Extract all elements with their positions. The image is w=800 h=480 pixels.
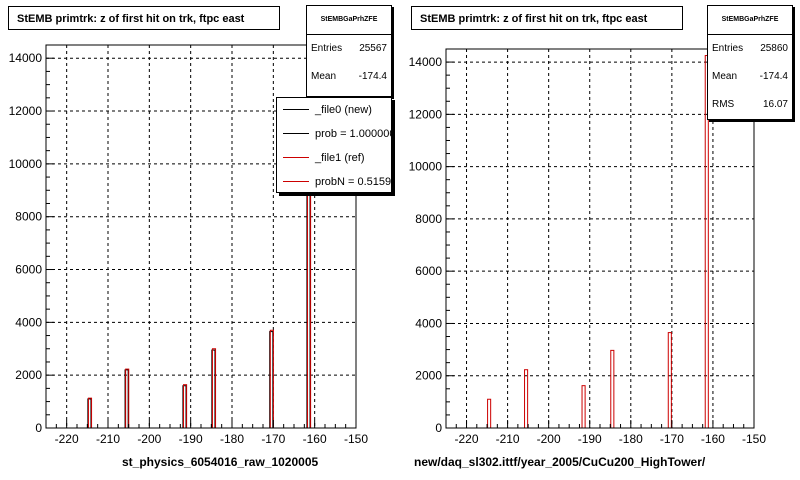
- right-stats-row-entries: Entries 25860: [708, 35, 792, 63]
- x-tick-label: -220: [455, 432, 479, 446]
- right-dataset-label: new/daq_sl302.ittf/year_2005/CuCu200_Hig…: [414, 455, 706, 469]
- y-tick-label: 4000: [15, 315, 42, 329]
- histogram-bar: [524, 369, 529, 429]
- legend-line-red: [283, 157, 309, 158]
- legend-label: _file1 (ref): [315, 152, 365, 164]
- x-tick-label: -210: [96, 432, 120, 446]
- legend-entry-probn: probN = 0.515970: [277, 170, 392, 192]
- right-histogram-pad: -220 -210 -200 -190 -180 -170 -160 -150 0 2000 400…: [400, 0, 800, 480]
- legend-label: prob = 1.000000: [315, 128, 392, 140]
- stats-value: -174.4: [759, 71, 788, 82]
- stats-value: -174.4: [358, 71, 387, 82]
- y-tick-label: 0: [435, 421, 442, 435]
- y-tick-label: 2000: [415, 369, 442, 383]
- right-stats-row-mean: Mean -174.4: [708, 63, 792, 91]
- stats-value: 16.07: [762, 99, 788, 110]
- right-stats-name: StEMBGaPrhZFE: [708, 6, 792, 35]
- histogram-bar: [269, 329, 274, 429]
- stats-label: Mean: [712, 71, 738, 82]
- stats-value: 25567: [359, 43, 387, 54]
- legend-line-red: [283, 181, 309, 182]
- stats-label: Entries: [712, 43, 744, 54]
- x-tick-label: -180: [619, 432, 643, 446]
- y-tick-label: 10000: [9, 157, 43, 171]
- x-tick-label: -150: [344, 432, 368, 446]
- x-tick-label: -180: [220, 432, 244, 446]
- x-tick-label: -170: [660, 432, 684, 446]
- histogram-bar: [581, 385, 586, 429]
- x-tick-label: -160: [303, 432, 327, 446]
- x-tick-label: -200: [137, 432, 161, 446]
- histogram-bar: [125, 368, 130, 429]
- y-tick-label: 10000: [409, 160, 443, 174]
- x-tick-label: -150: [742, 432, 766, 446]
- legend-line-black: [283, 133, 309, 134]
- histogram-bar: [87, 397, 93, 429]
- legend-entry-file0: _file0 (new): [277, 98, 391, 122]
- histogram-bar: [667, 332, 672, 429]
- y-tick-label: 6000: [415, 264, 442, 278]
- legend-entry-file1: _file1 (ref): [277, 146, 391, 170]
- right-stats-box: StEMBGaPrhZFE Entries 25860 Mean -174.4 …: [707, 5, 793, 120]
- left-dataset-label: st_physics_6054016_raw_1020005: [122, 455, 319, 469]
- y-tick-label: 12000: [409, 107, 443, 121]
- y-tick-label: 14000: [409, 55, 443, 69]
- legend-entry-prob: prob = 1.000000: [277, 122, 391, 146]
- x-tick-label: -190: [179, 432, 203, 446]
- left-plot-title: StEMB primtrk: z of first hit on trk, ft…: [8, 6, 280, 30]
- stats-label: RMS: [712, 99, 735, 110]
- left-stats-box: StEMBGaPrhZFE Entries 25567 Mean -174.4: [306, 5, 392, 97]
- right-histogram-plot: -220 -210 -200 -190 -180 -170 -160 -150 0 2000 400…: [409, 48, 766, 446]
- stats-value: 25860: [760, 43, 788, 54]
- x-tick-label: -210: [496, 432, 520, 446]
- y-tick-label: 6000: [15, 263, 42, 277]
- stats-label: Entries: [311, 43, 343, 54]
- legend-label: _file0 (new): [315, 104, 372, 116]
- y-tick-label: 0: [35, 421, 42, 435]
- x-tick-label: -200: [537, 432, 561, 446]
- y-tick-label: 14000: [9, 51, 43, 65]
- histogram-bar: [183, 384, 188, 429]
- histogram-bar: [610, 349, 615, 429]
- left-histogram-pad: -220 -210 -200 -190 -180 -170 -160 -150 0 2000 400…: [8, 5, 392, 469]
- y-tick-label: 8000: [415, 212, 442, 226]
- right-plot-title: StEMB primtrk: z of first hit on trk, ft…: [411, 6, 683, 30]
- x-tick-label: -170: [261, 432, 285, 446]
- y-tick-label: 8000: [15, 210, 42, 224]
- y-tick-label: 12000: [9, 104, 43, 118]
- left-stats-row-mean: Mean -174.4: [307, 63, 391, 91]
- histogram-bar: [487, 398, 492, 429]
- histogram-bar: [211, 348, 217, 429]
- y-tick-label: 2000: [15, 368, 42, 382]
- left-stats-name: StEMBGaPrhZFE: [307, 6, 391, 35]
- x-tick-label: -190: [578, 432, 602, 446]
- legend-line-black: [283, 109, 309, 110]
- left-stats-row-entries: Entries 25567: [307, 35, 391, 63]
- right-stats-row-rms: RMS 16.07: [708, 91, 792, 119]
- x-tick-label: -220: [55, 432, 79, 446]
- legend-label: probN = 0.515970: [315, 176, 392, 188]
- left-legend: _file0 (new) prob = 1.000000 _file1 (ref…: [276, 97, 392, 193]
- stats-label: Mean: [311, 71, 337, 82]
- x-tick-label: -160: [701, 432, 725, 446]
- y-tick-label: 4000: [415, 316, 442, 330]
